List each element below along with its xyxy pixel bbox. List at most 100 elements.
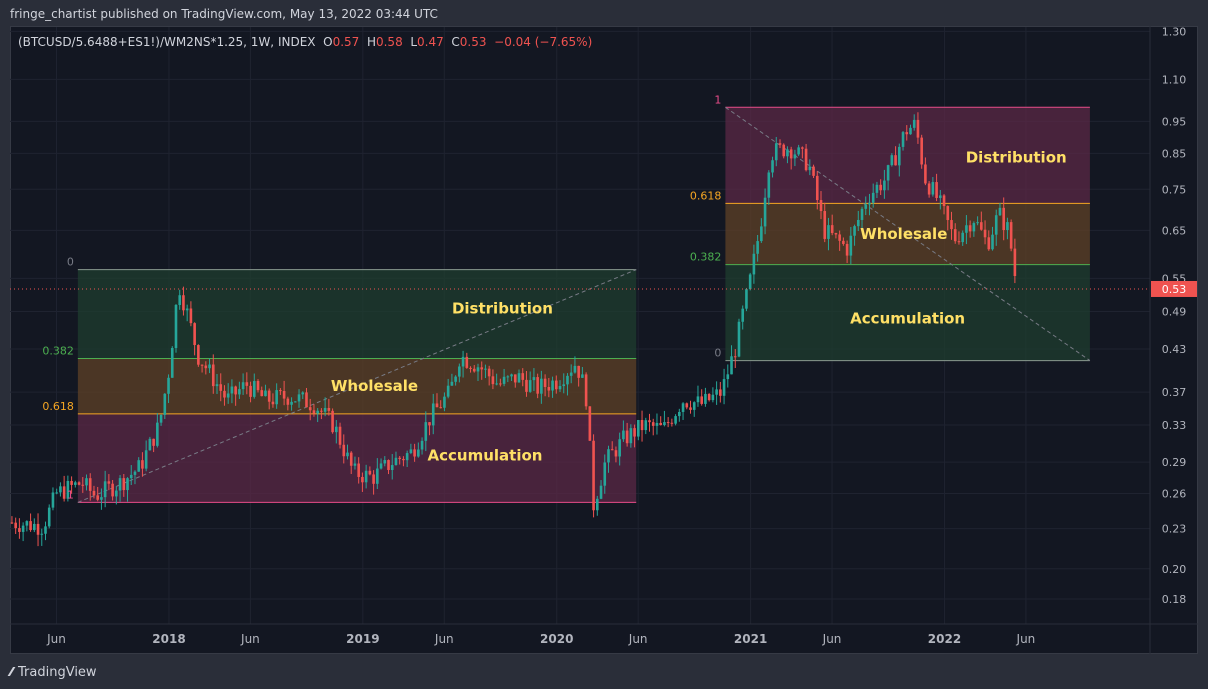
candle-body xyxy=(349,452,353,466)
candle-body xyxy=(543,378,547,388)
candle-body xyxy=(178,295,182,305)
candle-body xyxy=(607,449,610,463)
candle-body xyxy=(499,383,502,385)
candle-body xyxy=(342,444,346,457)
candle-body xyxy=(424,422,428,441)
candle-body xyxy=(402,458,405,461)
candle-body xyxy=(804,148,808,171)
zone-label-accumulation: Accumulation xyxy=(850,309,965,327)
zone-label-distribution: Distribution xyxy=(966,148,1067,166)
candle-body xyxy=(234,386,237,395)
price-chart[interactable]: 0 1 0.382 0.618 Wholesale Distribution Accumul… xyxy=(10,26,1198,654)
candle-body xyxy=(36,523,40,535)
candle-body xyxy=(815,175,819,201)
candle-body xyxy=(51,492,55,508)
candle-body xyxy=(883,180,886,191)
candle-body xyxy=(458,366,461,377)
candle-body xyxy=(126,478,129,491)
candle-body xyxy=(722,379,726,396)
candle-body xyxy=(987,237,991,250)
candle-body xyxy=(767,172,771,198)
candle-body xyxy=(968,225,972,232)
candle-body xyxy=(860,208,864,220)
footer[interactable]: ⁄⁄ TradingView xyxy=(10,662,97,682)
candle-body xyxy=(696,396,700,403)
candle-body xyxy=(719,389,722,396)
candle-body xyxy=(540,378,543,394)
zone-top-fill xyxy=(77,269,637,359)
candle-body xyxy=(55,492,58,494)
candle-body xyxy=(215,384,219,387)
y-tick-label: 0.23 xyxy=(1162,523,1187,536)
candle-body xyxy=(730,356,733,375)
candle-body xyxy=(469,367,472,369)
candle-body xyxy=(513,374,517,383)
high-value: 0.58 xyxy=(376,35,410,49)
last-price-label: 0.53 xyxy=(1162,283,1187,296)
candle-body xyxy=(603,462,607,486)
candle-body xyxy=(756,241,759,254)
y-tick-label: 0.49 xyxy=(1162,306,1187,319)
fib-zones xyxy=(77,106,1091,503)
candle-body xyxy=(935,182,938,198)
low-label: L xyxy=(410,35,417,49)
candle-body xyxy=(189,308,193,324)
candle-body xyxy=(659,422,662,426)
candle-body xyxy=(748,274,752,290)
x-tick-label: Jun xyxy=(46,632,66,646)
x-tick-label: Jun xyxy=(822,632,842,646)
candle-body xyxy=(208,364,211,369)
candle-body xyxy=(66,480,70,499)
candle-body xyxy=(640,420,644,431)
candle-body xyxy=(461,356,465,367)
candle-body xyxy=(230,386,234,394)
candle-body xyxy=(610,449,614,451)
candle-body xyxy=(801,147,804,149)
candle-body xyxy=(901,132,905,147)
candle-body xyxy=(924,164,927,184)
candle-body xyxy=(323,407,327,412)
candle-body xyxy=(726,374,730,380)
y-tick-label: 0.85 xyxy=(1162,147,1187,160)
candle-body xyxy=(476,367,480,372)
candle-body xyxy=(144,450,148,469)
candle-body xyxy=(226,393,230,398)
candle-body xyxy=(409,449,413,454)
candle-body xyxy=(159,414,163,423)
candle-body xyxy=(536,377,539,394)
candle-body xyxy=(551,380,554,391)
candle-body xyxy=(812,166,815,176)
candle-body xyxy=(845,243,849,256)
y-tick-label: 0.43 xyxy=(1162,343,1187,356)
open-value: 0.57 xyxy=(333,35,367,49)
candle-body xyxy=(435,403,439,408)
candle-body xyxy=(525,379,528,392)
candle-body xyxy=(547,387,551,391)
candle-body xyxy=(33,523,36,531)
candle-body xyxy=(875,184,879,193)
candle-body xyxy=(957,241,961,243)
candle-body xyxy=(211,364,215,387)
y-tick-label: 0.37 xyxy=(1162,386,1187,399)
candle-body xyxy=(376,468,379,484)
candle-body xyxy=(480,367,484,370)
candle-body xyxy=(417,449,420,457)
candle-body xyxy=(297,394,301,402)
candle-body xyxy=(774,143,778,161)
candle-body xyxy=(495,383,498,385)
candle-body xyxy=(21,525,25,532)
candle-body xyxy=(823,211,827,239)
candle-body xyxy=(316,410,319,414)
candle-body xyxy=(357,463,360,477)
candle-body xyxy=(905,132,909,135)
candle-body xyxy=(346,452,349,457)
candle-body xyxy=(983,229,987,238)
y-tick-label: 1.10 xyxy=(1162,73,1187,86)
candle-body xyxy=(506,376,510,378)
candle-body xyxy=(927,183,931,195)
candle-body xyxy=(618,439,621,457)
candle-body xyxy=(700,396,704,404)
symbol-name: (BTCUSD/5.6488+ES1!)/WM2NS*1.25, 1W, IND… xyxy=(18,35,323,49)
candle-body xyxy=(998,207,1002,216)
candle-body xyxy=(965,225,968,233)
